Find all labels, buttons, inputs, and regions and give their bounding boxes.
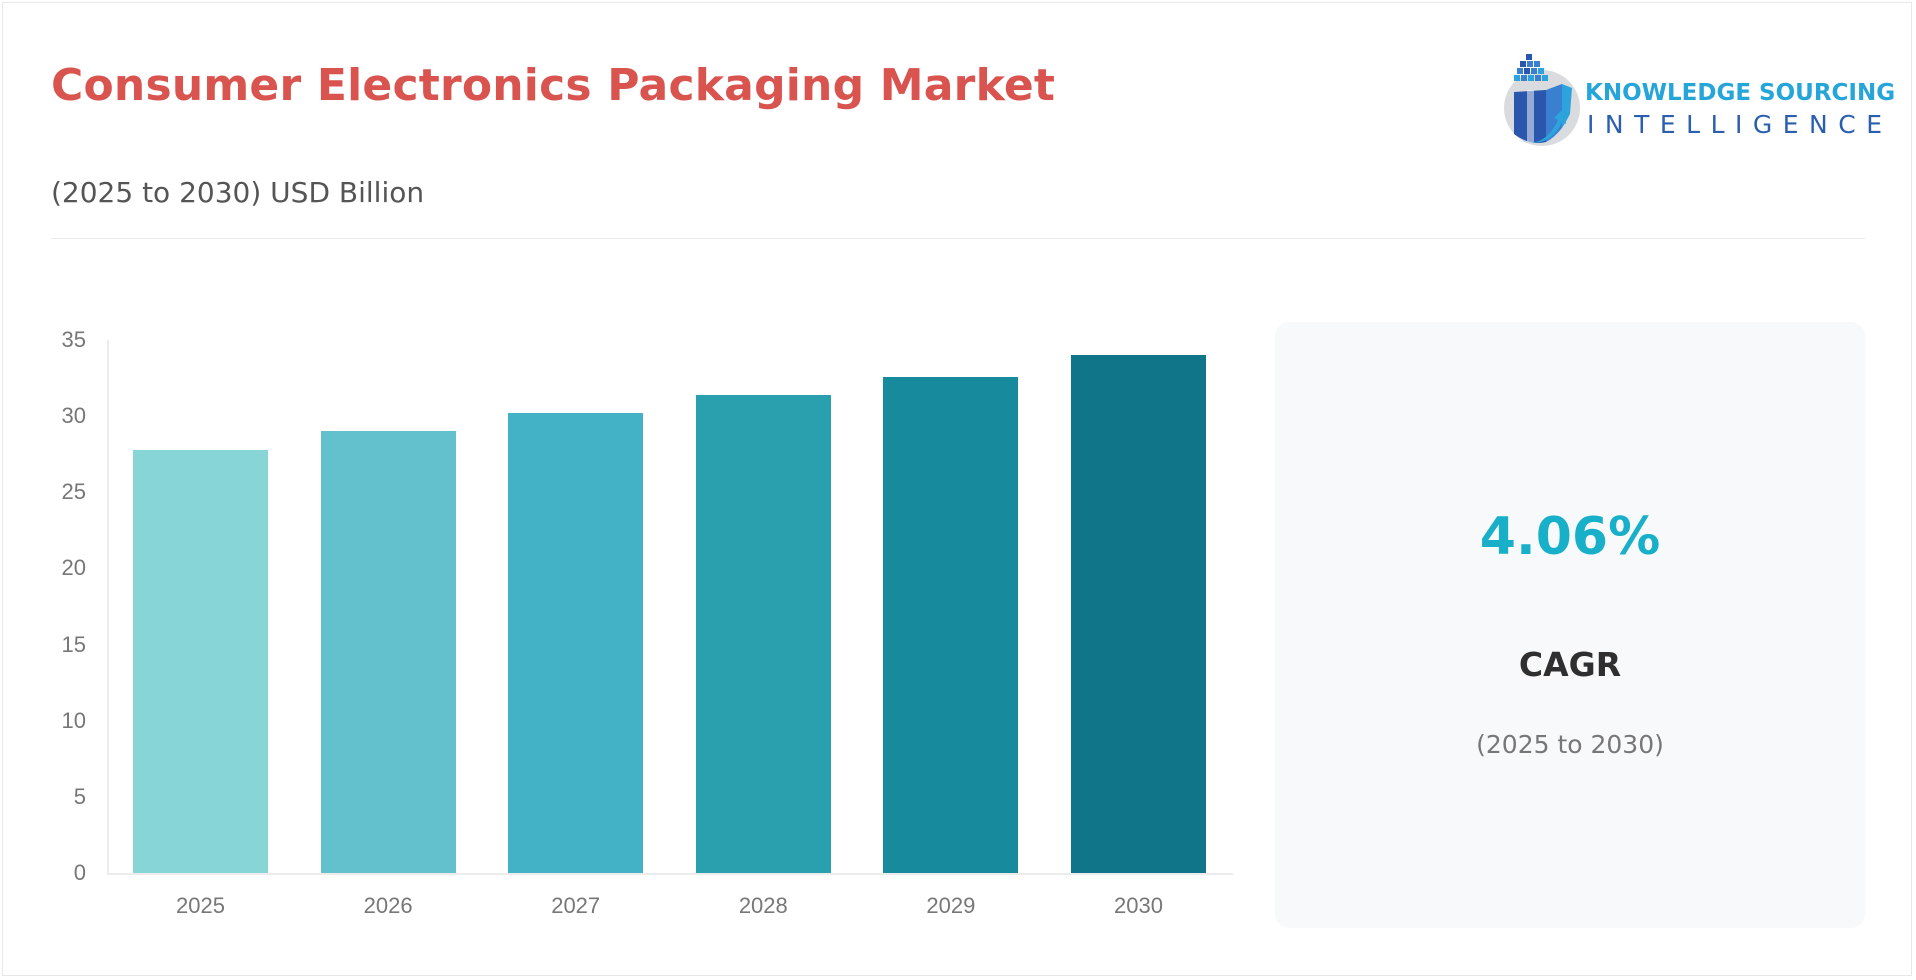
y-tick-label: 25 [61, 479, 86, 505]
y-tick-label: 35 [61, 327, 86, 352]
page-title: Consumer Electronics Packaging Market [51, 60, 1056, 111]
cagr-label: CAGR [1518, 645, 1622, 684]
y-tick-label: 5 [73, 783, 86, 809]
logo-text-line1: KNOWLEDGE SOURCING [1585, 80, 1896, 106]
bar-2028 [695, 394, 831, 873]
x-tick-label: 2029 [926, 893, 976, 918]
x-tick-label: 2030 [1114, 893, 1163, 918]
bar-chart: 0 5 10 15 20 25 30 35 2025 2026 2027 2028 2029 2030 [61, 327, 1233, 918]
x-tick-label: 2026 [363, 893, 413, 918]
y-tick-label: 15 [61, 631, 86, 657]
logo-text-line2: INTELLIGENCE [1587, 110, 1893, 139]
y-tick-label: 20 [61, 555, 86, 581]
y-tick-label: 30 [61, 403, 86, 429]
company-logo: KNOWLEDGE SOURCING INTELLIGENCE [1500, 50, 1895, 150]
x-axis-line [107, 873, 1233, 875]
cagr-period: (2025 to 2030) [1476, 730, 1664, 759]
cagr-value: 4.06% [1479, 507, 1661, 567]
cagr-panel: 4.06% CAGR (2025 to 2030) [1275, 322, 1865, 928]
bar-2027 [508, 413, 644, 873]
bar-2030 [1071, 355, 1206, 873]
bar-2026 [320, 431, 456, 873]
bar-2025 [133, 449, 268, 873]
y-tick-label: 10 [61, 707, 86, 733]
y-tick-label: 0 [73, 860, 86, 885]
y-axis-line [107, 340, 109, 874]
x-tick-label: 2027 [551, 893, 601, 918]
globe-bar-chart-arrow-icon [1504, 54, 1580, 146]
x-tick-label: 2028 [738, 893, 788, 918]
header-divider [51, 238, 1865, 239]
bar-2029 [883, 376, 1019, 873]
x-tick-label: 2025 [176, 893, 225, 918]
page-subtitle: (2025 to 2030) USD Billion [51, 176, 425, 209]
